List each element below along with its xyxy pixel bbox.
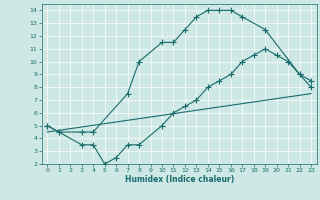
X-axis label: Humidex (Indice chaleur): Humidex (Indice chaleur) bbox=[124, 175, 234, 184]
